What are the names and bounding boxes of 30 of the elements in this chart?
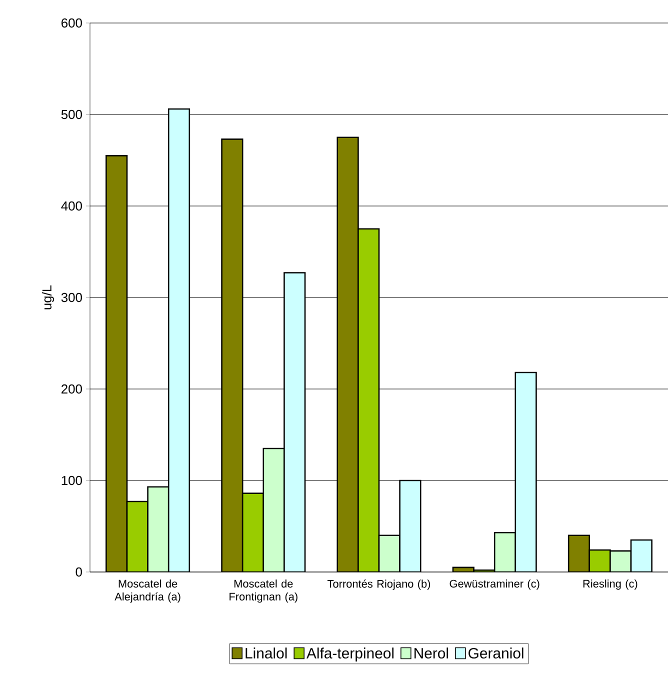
legend-label: Nerol xyxy=(414,648,448,659)
legend-label: Geraniol xyxy=(468,648,524,659)
bar xyxy=(399,480,422,572)
bar xyxy=(568,534,590,572)
bar xyxy=(147,486,170,572)
y-tick-label: 600 xyxy=(62,18,82,28)
y-tick-label: 300 xyxy=(61,292,82,302)
bar xyxy=(630,539,652,572)
bar xyxy=(168,108,190,572)
bar xyxy=(336,136,359,572)
y-tick-label: 0 xyxy=(76,567,82,577)
y-axis-title: ug/L xyxy=(42,285,54,310)
x-tick-label: Moscatel de Alejandría (a) xyxy=(114,580,180,603)
legend-label: Linalol xyxy=(246,648,287,659)
y-tick-label: 400 xyxy=(61,201,82,211)
x-tick-label: Gewüstraminer (c) xyxy=(450,580,540,590)
legend-label: Alfa-terpineol xyxy=(306,648,394,662)
bar xyxy=(284,272,306,572)
bar xyxy=(514,372,537,572)
bar xyxy=(262,448,285,572)
x-tick-label: Torrontés Riojano (b) xyxy=(327,580,430,590)
x-tick-label: Riesling (c) xyxy=(583,580,638,590)
y-tick-label: 200 xyxy=(62,384,82,394)
bar xyxy=(494,532,516,572)
bar xyxy=(378,534,400,572)
y-tick-label: 500 xyxy=(61,110,82,120)
x-tick-label: Moscatel de Frontignan (a) xyxy=(230,580,298,603)
bar xyxy=(106,155,128,572)
bar xyxy=(221,138,244,572)
y-tick-label: 100 xyxy=(62,476,82,486)
